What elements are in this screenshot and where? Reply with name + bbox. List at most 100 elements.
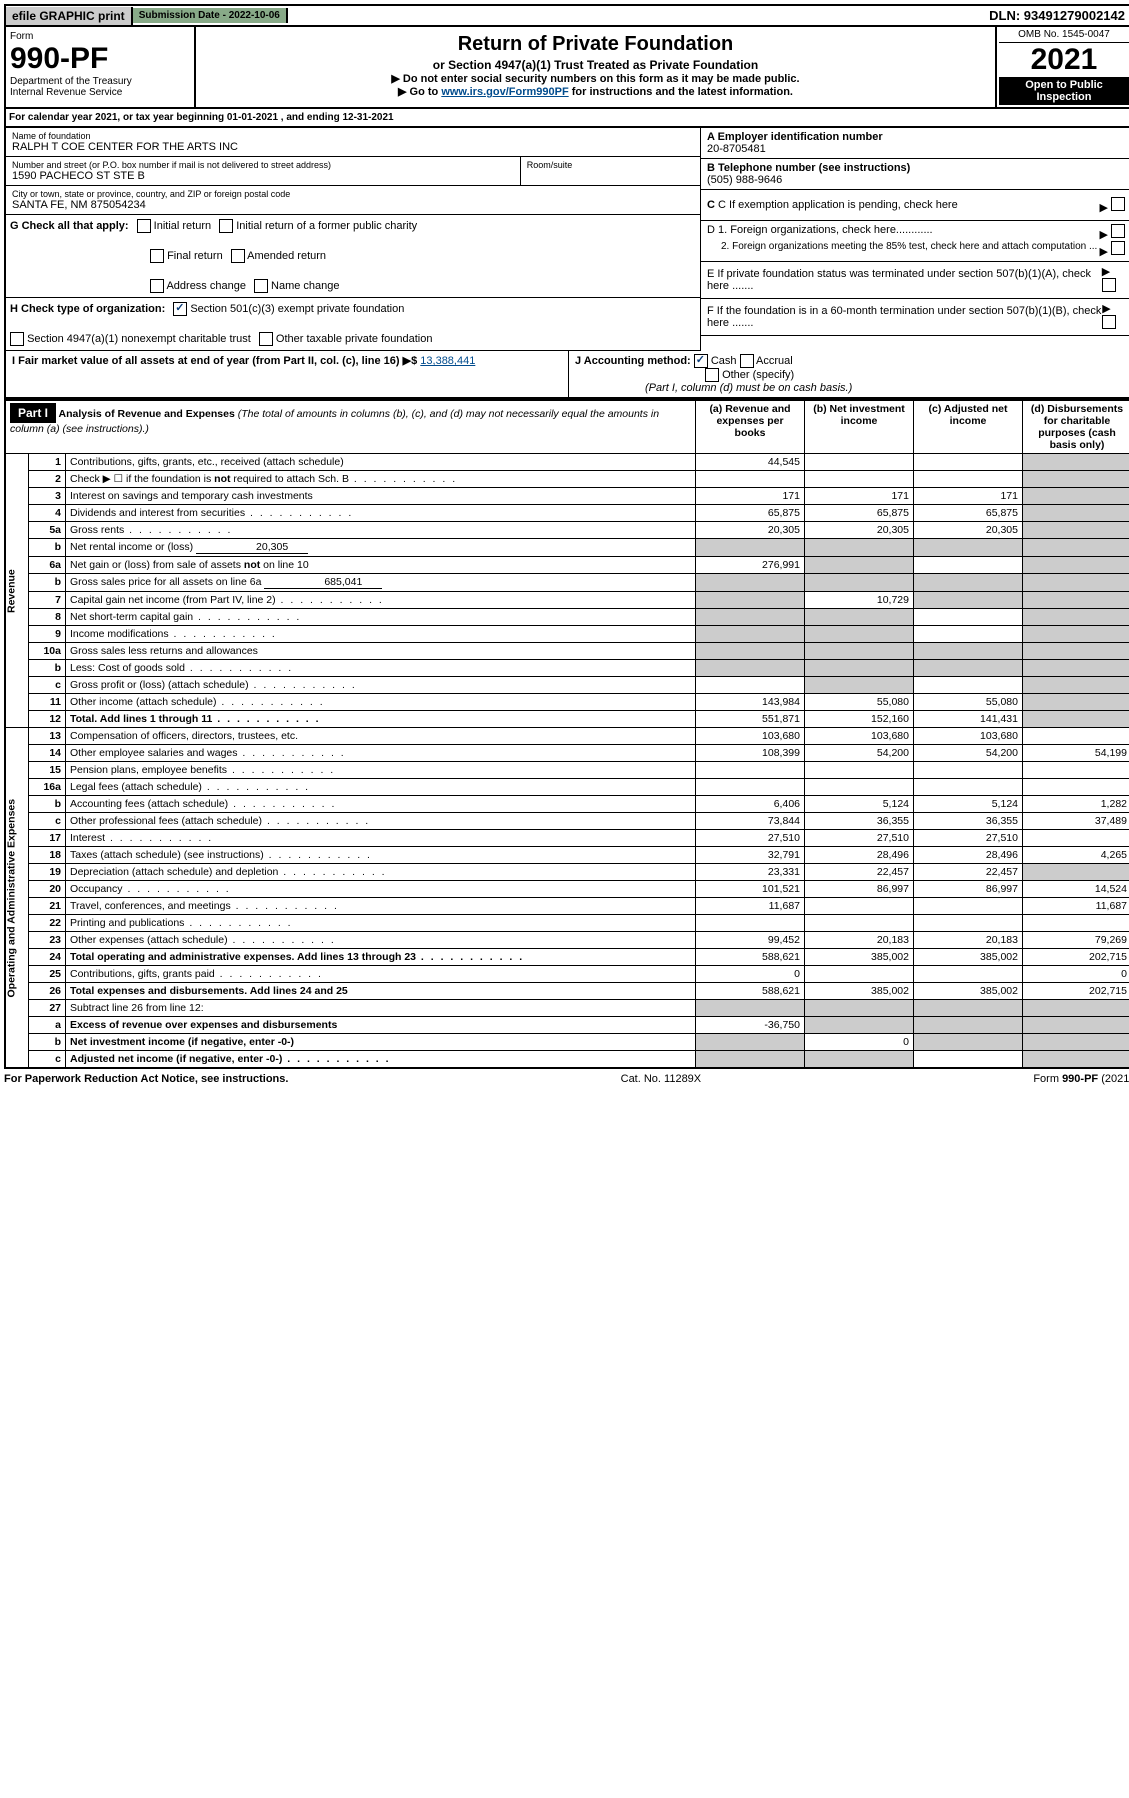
f-label: F If the foundation is in a 60-month ter… <box>707 305 1102 329</box>
cell-c: 385,002 <box>914 983 1023 1000</box>
arrow-icon: ▶ <box>1099 197 1125 214</box>
opt-4947: Section 4947(a)(1) nonexempt charitable … <box>27 333 251 345</box>
row-num: 22 <box>29 915 66 932</box>
cell-d <box>1023 660 1129 677</box>
footer-mid: Cat. No. 11289X <box>621 1073 702 1085</box>
cell-d <box>1023 779 1129 796</box>
row-num: 12 <box>29 711 66 728</box>
cell-c <box>914 626 1023 643</box>
cell-b: 65,875 <box>805 505 914 522</box>
cell-c <box>914 574 1023 592</box>
chk-4947[interactable] <box>10 332 24 346</box>
chk-other-method[interactable] <box>705 368 719 382</box>
cell-c <box>914 966 1023 983</box>
cell-c: 86,997 <box>914 881 1023 898</box>
cell-d <box>1023 711 1129 728</box>
col-b: (b) Net investment income <box>805 400 914 454</box>
cell-b <box>805 454 914 471</box>
row-desc: Gross sales less returns and allowances <box>66 643 696 660</box>
d1-label: D 1. Foreign organizations, check here..… <box>707 224 933 241</box>
cell-a <box>696 915 805 932</box>
form-title: Return of Private Foundation <box>200 33 991 56</box>
cell-d <box>1023 626 1129 643</box>
phone-value: (505) 988-9646 <box>707 174 1125 186</box>
cell-b: 385,002 <box>805 983 914 1000</box>
e-label: E If private foundation status was termi… <box>707 268 1102 292</box>
form-label: Form <box>10 31 190 42</box>
phone-label: B Telephone number (see instructions) <box>707 162 1125 174</box>
cell-d <box>1023 609 1129 626</box>
chk-name[interactable] <box>254 279 268 293</box>
cell-b <box>805 915 914 932</box>
chk-e[interactable] <box>1102 278 1116 292</box>
cell-d <box>1023 488 1129 505</box>
row-desc: Net short-term capital gain <box>66 609 696 626</box>
city-label: City or town, state or province, country… <box>12 189 694 199</box>
row-desc: Printing and publications <box>66 915 696 932</box>
j-note: (Part I, column (d) must be on cash basi… <box>645 382 852 394</box>
cell-d <box>1023 1051 1129 1069</box>
cell-a: 27,510 <box>696 830 805 847</box>
d2-label: 2. Foreign organizations meeting the 85%… <box>707 241 1097 258</box>
row-desc: Adjusted net income (if negative, enter … <box>66 1051 696 1069</box>
row-desc: Compensation of officers, directors, tru… <box>66 728 696 745</box>
cell-a: 588,621 <box>696 983 805 1000</box>
efile-button[interactable]: efile GRAPHIC print <box>6 7 133 25</box>
note-post: for instructions and the latest informat… <box>569 86 793 98</box>
row-num: 19 <box>29 864 66 881</box>
chk-address[interactable] <box>150 279 164 293</box>
chk-d1[interactable] <box>1111 224 1125 238</box>
cell-a: 276,991 <box>696 557 805 574</box>
chk-amended[interactable] <box>231 249 245 263</box>
row-num: 1 <box>29 454 66 471</box>
row-num: c <box>29 1051 66 1069</box>
chk-other-taxable[interactable] <box>259 332 273 346</box>
row-num: 11 <box>29 694 66 711</box>
cell-d <box>1023 592 1129 609</box>
row-desc: Net gain or (loss) from sale of assets n… <box>66 557 696 574</box>
cell-b <box>805 471 914 488</box>
c-label: C If exemption application is pending, c… <box>718 199 958 211</box>
chk-c[interactable] <box>1111 197 1125 211</box>
cell-d <box>1023 557 1129 574</box>
cell-d <box>1023 574 1129 592</box>
cell-d <box>1023 643 1129 660</box>
cell-c: 54,200 <box>914 745 1023 762</box>
row-desc: Excess of revenue over expenses and disb… <box>66 1017 696 1034</box>
cell-b: 86,997 <box>805 881 914 898</box>
room-label: Room/suite <box>527 160 694 170</box>
cell-c <box>914 898 1023 915</box>
note-ssn: ▶ Do not enter social security numbers o… <box>200 72 991 85</box>
chk-initial-public[interactable] <box>219 219 233 233</box>
chk-final[interactable] <box>150 249 164 263</box>
cell-b <box>805 660 914 677</box>
cell-a <box>696 574 805 592</box>
row-num: 20 <box>29 881 66 898</box>
form-subtitle: or Section 4947(a)(1) Trust Treated as P… <box>200 58 991 72</box>
cell-d <box>1023 694 1129 711</box>
row-desc: Travel, conferences, and meetings <box>66 898 696 915</box>
chk-cash[interactable] <box>694 354 708 368</box>
opt-initial-public: Initial return of a former public charit… <box>236 220 417 232</box>
chk-accrual[interactable] <box>740 354 754 368</box>
cell-d <box>1023 915 1129 932</box>
chk-initial[interactable] <box>137 219 151 233</box>
cell-c: 20,183 <box>914 932 1023 949</box>
row-desc: Check ▶ ☐ if the foundation is not requi… <box>66 471 696 488</box>
cell-a: 101,521 <box>696 881 805 898</box>
row-num: b <box>29 539 66 557</box>
form-link[interactable]: www.irs.gov/Form990PF <box>441 86 568 98</box>
cell-c <box>914 1051 1023 1069</box>
chk-f[interactable] <box>1102 315 1116 329</box>
cell-c: 65,875 <box>914 505 1023 522</box>
chk-501c3[interactable] <box>173 302 187 316</box>
cell-d: 79,269 <box>1023 932 1129 949</box>
cell-a <box>696 539 805 557</box>
page-footer: For Paperwork Reduction Act Notice, see … <box>4 1069 1129 1085</box>
cell-d: 14,524 <box>1023 881 1129 898</box>
cell-d: 11,687 <box>1023 898 1129 915</box>
cell-a: 11,687 <box>696 898 805 915</box>
cell-a <box>696 471 805 488</box>
row-num: 9 <box>29 626 66 643</box>
chk-d2[interactable] <box>1111 241 1125 255</box>
